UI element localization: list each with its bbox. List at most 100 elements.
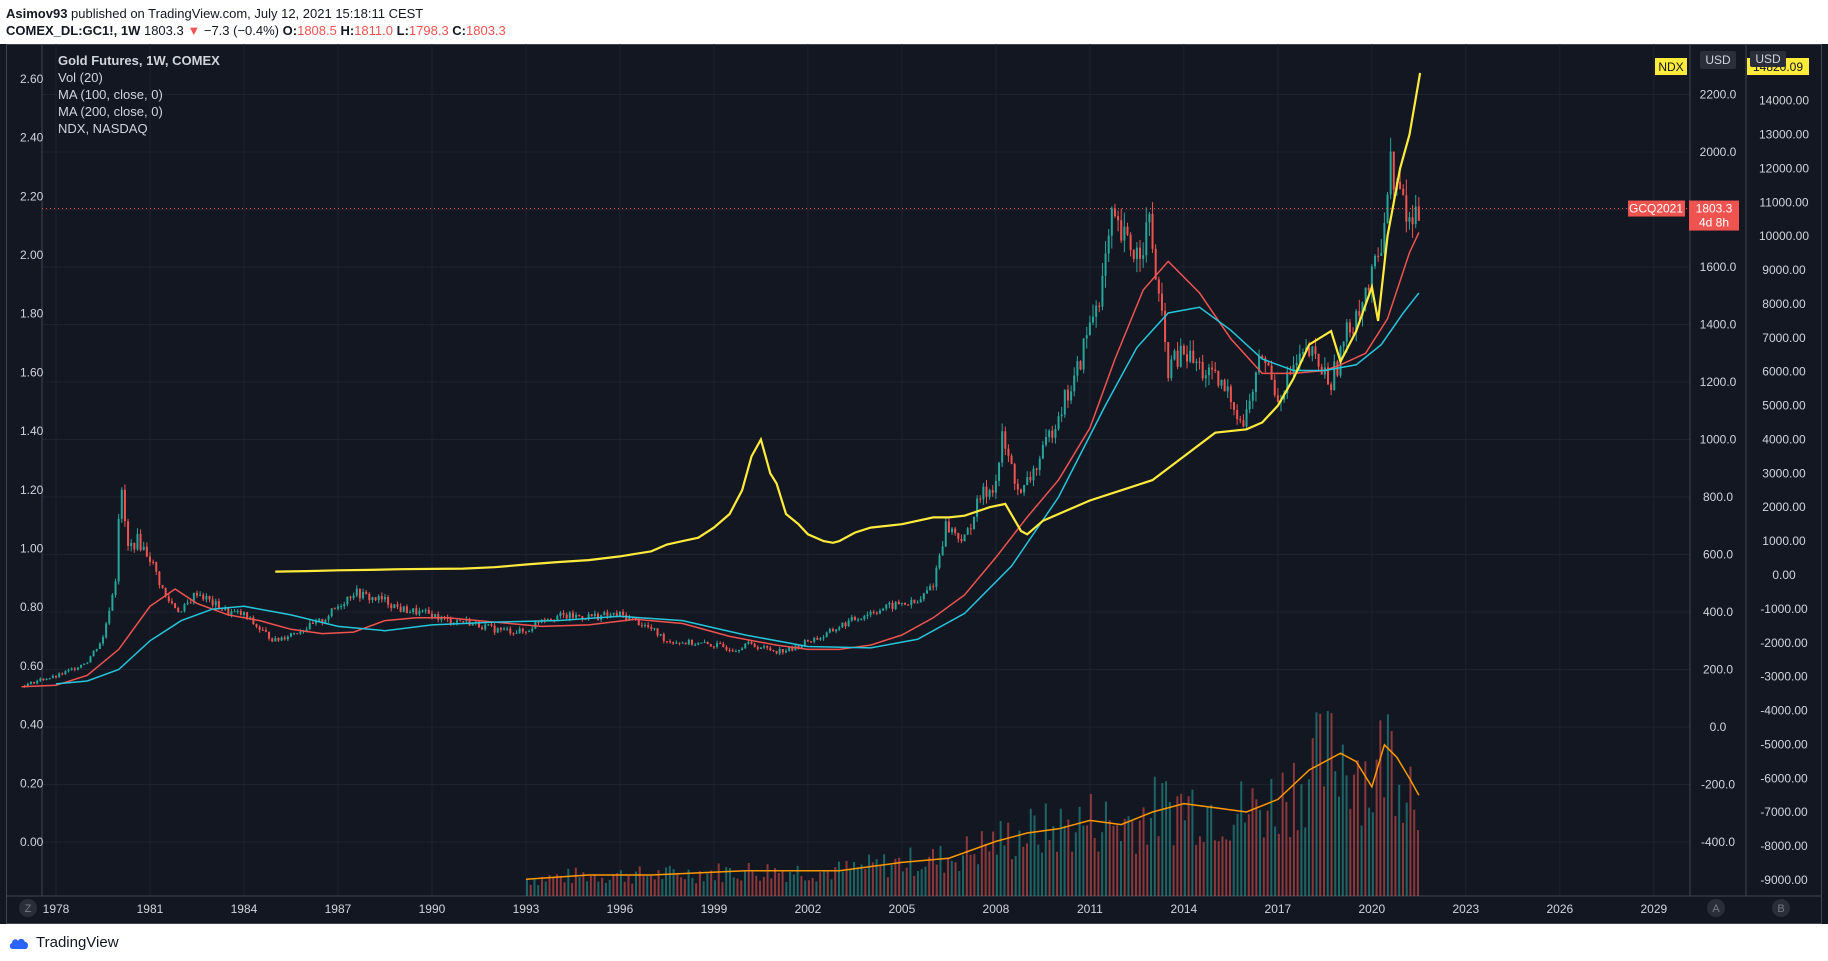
gold-candle-body [672,642,675,644]
gold-candle-body [277,638,280,641]
gold-candle-body [581,616,584,619]
auto-scale-button[interactable] [1707,899,1725,917]
currency-button-gold[interactable]: USD [1705,53,1731,67]
volume-bar [883,854,886,896]
symbol-label: COMEX_DL:GC1!, 1W [6,23,141,38]
right-price-axes[interactable]: -400.0 -200.0 0.0 200.0 400.0 600.0 800.0 1000.… [1700,88,1810,887]
volume-bar [1304,827,1307,896]
legend-ndx[interactable]: NDX, NASDAQ [58,121,148,136]
gold-candle-body [546,618,549,621]
volume-bar [774,867,777,896]
gold-candle-body [791,647,794,651]
gold-axis-tick: 1000.0 [1700,433,1737,447]
gold-candle-body [1408,217,1411,222]
gold-candle-body [380,596,383,600]
volume-bar [1405,802,1408,896]
volume-bar [623,881,626,896]
gold-candle-body [158,571,161,585]
volume-bar [1232,824,1235,896]
tradingview-logo[interactable]: TradingView [8,934,119,951]
gold-candle-body [1386,194,1389,224]
gold-candle-body [1176,350,1179,367]
gold-candle-body [528,631,531,633]
gold-candle-body [709,644,712,647]
zoom-toggle-button[interactable] [19,899,37,917]
gold-candle-body [449,618,452,624]
gold-candle-body [1245,409,1248,427]
gold-candle-body [1295,362,1298,366]
gold-candle-body [101,637,104,644]
gold-candle-body [816,638,819,640]
gold-candle-body [941,546,944,556]
usd-button-bg[interactable] [1700,51,1736,69]
gold-candle-body [622,611,625,615]
author-name[interactable]: Asimov93 [6,6,68,21]
gold-candle-body [487,624,490,626]
gold-candle-body [340,606,343,608]
legend-ma100[interactable]: MA (100, close, 0) [58,87,163,102]
volume-bar [1416,830,1419,896]
gold-candle-body [76,667,79,670]
gold-candle-body [1342,341,1345,347]
gold-candle-body [763,646,766,648]
volume-bar [728,867,731,896]
volume-bar [1153,776,1156,896]
volume-bar [886,877,889,896]
high-value: 1811.0 [354,23,393,38]
gold-candle-body [252,617,255,625]
gold-candle-body [1270,365,1273,380]
legend-symbol-title[interactable]: Gold Futures, 1W, COMEX [58,53,220,68]
gold-candle-body [1088,322,1091,336]
gold-candle-body [932,586,935,588]
left-axis-tick: 1.60 [20,365,44,379]
volume-bar [1168,802,1171,896]
volume-bar [1341,744,1344,896]
gold-candle-body [1198,361,1201,363]
gold-candle-body [1189,350,1192,362]
legend-ma200[interactable]: MA (200, close, 0) [58,104,163,119]
gold-candle-body [788,647,791,651]
gold-candle-body [687,639,690,645]
gold-candle-body [33,681,36,684]
gold-candle-body [944,521,947,547]
gold-candle-body [1032,468,1035,481]
currency-button-ndx[interactable]: USD [1755,52,1781,66]
volume-bar [1247,814,1250,896]
volume-bar [1161,783,1164,896]
volume-bar [1375,759,1378,896]
volume-bar [1056,851,1059,896]
gold-candle-body [462,620,465,622]
usd-button-ndx-bg[interactable] [1750,51,1786,67]
low-label: L: [396,23,409,38]
volume-bar [608,879,611,896]
time-axis-tick: 1978 [43,902,70,916]
ndx-axis-tick: -4000.00 [1760,704,1808,718]
gold-candle-body [80,664,83,668]
gold-candle-body [349,596,352,599]
gold-candle-body [913,599,916,604]
volume-bar [1187,796,1190,896]
volume-bar [864,868,867,896]
gold-candle-body [430,613,433,619]
legend-volume[interactable]: Vol (20) [58,70,103,85]
volume-bar [1003,845,1006,896]
gold-candle-body [728,649,731,651]
time-axis[interactable]: 1978 1981 1984 1987 1990 1993 1996 1999 2002 2005… [43,902,1668,916]
gold-axis-tick: -400.0 [1701,835,1735,849]
axis-corner-buttons[interactable]: Z A B [19,899,1790,917]
volume-bar [732,877,735,896]
volume-bar [525,879,528,896]
scale-b-button[interactable] [1772,899,1790,917]
volume-bar [879,865,882,896]
brand-name: TradingView [36,934,119,951]
gold-candle-body [922,593,925,600]
volume-bar [586,881,589,896]
volume-bar [695,883,698,896]
volume-bar [1315,712,1318,896]
gold-candle-body [537,621,540,623]
gold-candle-body [524,631,527,633]
gold-candle-body [556,616,559,620]
volume-bar [1210,804,1213,896]
volume-bar [1251,788,1254,896]
